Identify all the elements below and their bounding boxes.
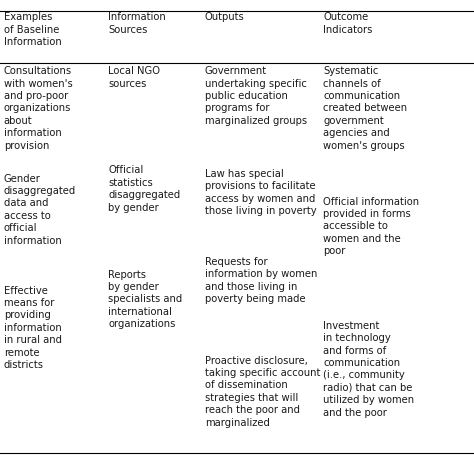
Text: Consultations
with women's
and pro-poor
organizations
about
information
provisio: Consultations with women's and pro-poor … (4, 66, 73, 151)
Text: Information
Sources: Information Sources (108, 12, 166, 35)
Text: Outputs: Outputs (205, 12, 245, 22)
Text: Local NGO
sources: Local NGO sources (108, 66, 160, 89)
Text: Official information
provided in forms
accessible to
women and the
poor: Official information provided in forms a… (323, 197, 419, 256)
Text: Proactive disclosure,
taking specific account
of dissemination
strategies that w: Proactive disclosure, taking specific ac… (205, 356, 320, 428)
Text: Investment
in technology
and forms of
communication
(i.e., community
radio) that: Investment in technology and forms of co… (323, 321, 414, 418)
Text: Law has special
provisions to facilitate
access by women and
those living in pov: Law has special provisions to facilitate… (205, 169, 316, 216)
Text: Effective
means for
providing
information
in rural and
remote
districts: Effective means for providing informatio… (4, 286, 62, 370)
Text: Examples
of Baseline
Information: Examples of Baseline Information (4, 12, 62, 47)
Text: Requests for
information by women
and those living in
poverty being made: Requests for information by women and th… (205, 257, 317, 304)
Text: Official
statistics
disaggregated
by gender: Official statistics disaggregated by gen… (108, 165, 180, 213)
Text: Systematic
channels of
communication
created between
government
agencies and
wom: Systematic channels of communication cre… (323, 66, 407, 151)
Text: Gender
disaggregated
data and
access to
official
information: Gender disaggregated data and access to … (4, 174, 76, 246)
Text: Reports
by gender
specialists and
international
organizations: Reports by gender specialists and intern… (108, 270, 182, 329)
Text: Government
undertaking specific
public education
programs for
marginalized group: Government undertaking specific public e… (205, 66, 307, 126)
Text: Outcome
Indicators: Outcome Indicators (323, 12, 373, 35)
